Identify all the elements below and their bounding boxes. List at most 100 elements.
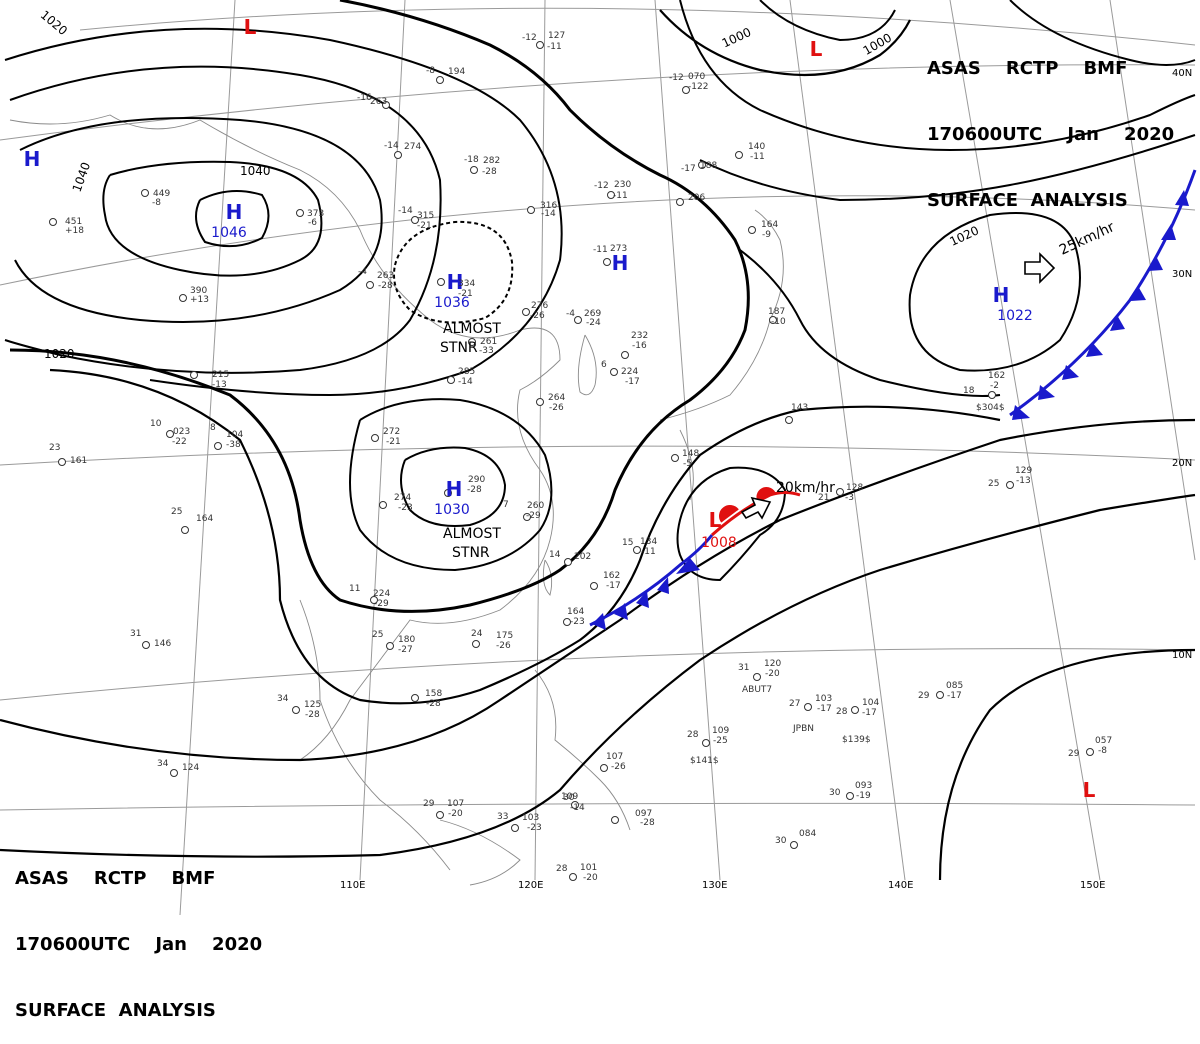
isobar-around-1030 [400,446,507,527]
latitude-label: 30N [1172,269,1192,280]
ship-code: $304$ [976,403,1005,413]
svg-text:31: 31 [738,663,749,673]
svg-text:-14: -14 [458,377,473,387]
annotation-line1: ALMOST [443,321,501,337]
isobar-1000-nw [659,9,911,77]
svg-text:28: 28 [687,730,699,740]
svg-text:120: 120 [764,659,781,669]
longitude-label: 140E [888,880,913,891]
svg-text:28: 28 [836,707,848,717]
svg-text:-17: -17 [947,691,962,701]
svg-text:124: 124 [182,763,199,773]
svg-text:232: 232 [631,331,648,341]
low-center-value: 1008 [701,535,737,551]
high-center-letter: H [447,270,464,294]
surface-analysis-map: H 1046 H 1036 H 1030 H 1022 H H L 1008 L… [0,0,1197,915]
svg-text:272: 272 [383,427,400,437]
isobar-1040-western-high [102,160,323,277]
svg-text:29: 29 [423,799,435,809]
station-plot: 25 129-13 [988,466,1032,489]
longitude-line-160e [1109,0,1196,561]
svg-text:-17: -17 [817,704,832,714]
header-line-time: 170600UTC Jan 2020 [927,124,1175,145]
station-plot: 30 093-19 [829,781,872,801]
svg-text:-26: -26 [530,311,545,321]
svg-text:-27: -27 [398,645,413,655]
station-plot: 187-10 [768,307,786,327]
svg-text:25: 25 [171,507,182,517]
svg-text:206: 206 [688,193,705,203]
svg-text:33: 33 [497,812,508,822]
station-plot: 143 [791,403,808,413]
svg-text:-28: -28 [426,699,441,709]
isobar-around-1030-outer [349,398,553,572]
header-line-id: ASAS RCTP BMF [927,58,1128,79]
svg-text:162: 162 [988,371,1005,381]
arrow-low [740,496,772,520]
header-line-title: SURFACE ANALYSIS [15,1000,216,1021]
svg-text:-28: -28 [305,710,320,720]
svg-text:260: 260 [527,501,544,511]
svg-text:187: 187 [768,307,785,317]
svg-text:109: 109 [561,792,578,802]
svg-text:11: 11 [349,584,360,594]
latitude-label: 20N [1172,458,1192,469]
svg-text:285: 285 [458,367,475,377]
high-center-value: 1046 [211,225,247,241]
station-plot: 33 103-23 [497,812,542,833]
station-plot: 097-28 [635,809,655,828]
longitude-line-140e [789,0,906,881]
svg-text:282: 282 [483,156,500,166]
ship-codes: $304$ $139$ $141$ ABUT7 JPBN [690,403,1005,766]
svg-text:24: 24 [471,629,483,639]
svg-text:-17: -17 [681,164,696,174]
svg-text:-14: -14 [384,141,399,151]
isobar-ring-3 [14,117,383,323]
svg-text:-25: -25 [713,736,728,746]
isobar-north-east-2 [699,134,1196,202]
svg-text:31: 31 [130,629,141,639]
isobar-label: 1020 [44,347,75,361]
station-plot: 29 085-17 [918,681,963,701]
station-plot: 390+13 [190,286,209,305]
ship-code: JPBN [792,724,814,734]
svg-text:-9: -9 [762,230,771,240]
svg-text:180: 180 [398,635,415,645]
station-plot: 27 103-17 [789,694,832,714]
longitude-line-120e [534,0,546,881]
isobar-label: 1040 [240,164,271,178]
station-plot: 274-23 [394,493,413,513]
longitude-label: 130E [702,880,727,891]
longitude-label: 110E [340,880,365,891]
svg-text:449: 449 [153,189,170,199]
station-plot: -17 188 [681,161,717,174]
station-plot: 215-13 [212,370,229,390]
isobar-dashed-1036 [393,220,514,324]
longitude-line-110e [359,0,406,881]
svg-text:-28: -28 [482,167,497,177]
svg-text:+13: +13 [190,295,209,305]
svg-text:-14: -14 [570,803,585,813]
svg-text:-26: -26 [496,641,511,651]
isobar-1000-ne [759,0,896,42]
station-plot: 11 224-29 [349,584,390,609]
svg-text:-11: -11 [547,42,562,52]
station-plot: 24 175-26 [471,629,513,651]
svg-text:103: 103 [522,813,539,823]
latitude-line-20n [0,445,1196,466]
latitude-label: 40N [1172,68,1192,79]
svg-text:-13: -13 [212,380,227,390]
isobar-1020-main [9,0,750,613]
latitude-line-10n [0,648,1196,701]
latitude-line-50n [79,7,1196,46]
svg-text:103: 103 [815,694,832,704]
low-center-letter: L [1083,778,1096,802]
longitude-line-130e [654,0,721,881]
ship-code: $141$ [690,756,719,766]
svg-text:29: 29 [918,691,930,701]
svg-text:-29: -29 [526,511,541,521]
low-center-letter: L [709,508,722,532]
svg-text:-14: -14 [541,209,556,219]
svg-text:104: 104 [862,698,879,708]
svg-text:107: 107 [447,799,464,809]
